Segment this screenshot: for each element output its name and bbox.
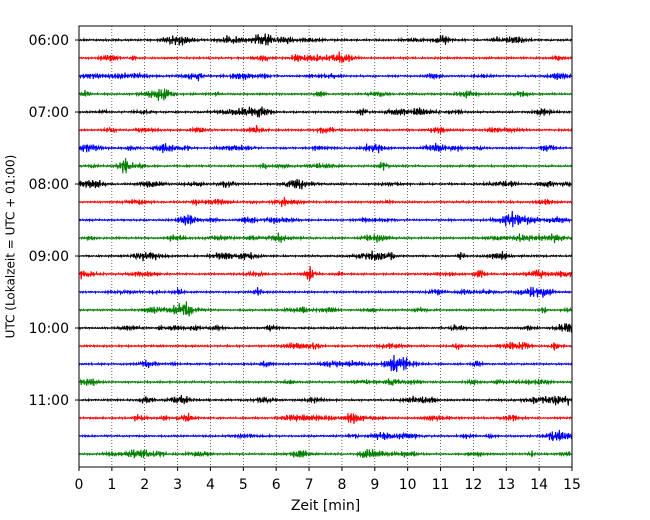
x-tick-label-12: 12 [464,477,482,493]
y-axis-label: UTC (Lokalzeit = UTC + 01:00) [4,155,18,339]
x-tick-label-14: 14 [530,477,548,493]
y-axis-ticks: 06:00 07:00 08:00 09:00 10:00 11:00 [29,33,79,409]
trace-0600 [78,33,573,46]
trace-1015 [78,341,573,351]
trace-0630 [78,71,573,82]
trace-0715 [78,124,573,134]
trace-1130 [78,429,573,442]
x-tick-label-11: 11 [432,477,450,493]
y-tick-label-1: 07:00 [29,105,69,121]
y-tick-label-0: 06:00 [29,33,69,49]
seismogram-traces [78,33,573,459]
plot-frame [78,25,573,468]
trace-0900 [78,250,573,262]
x-tick-label-4: 4 [206,477,215,493]
y-tick-label-3: 09:00 [29,249,69,265]
x-tick-label-6: 6 [272,477,281,493]
trace-0800 [78,178,573,190]
x-tick-label-15: 15 [563,477,581,493]
trace-1115 [78,412,573,425]
trace-0645 [78,88,573,101]
trace-0830 [78,210,573,228]
x-axis-label: Zeit [min] [291,498,360,514]
y-tick-label-5: 11:00 [29,393,69,409]
trace-0730 [78,142,573,154]
x-axis-ticks: 0 1 2 3 4 5 6 7 8 9 10 11 12 13 14 15 [75,467,581,493]
x-tick-label-1: 1 [107,477,116,493]
trace-1030 [78,354,573,373]
trace-0915 [78,266,573,281]
x-tick-label-7: 7 [305,477,314,493]
x-tick-label-0: 0 [75,477,84,493]
x-tick-label-10: 10 [399,477,417,493]
trace-1100 [78,395,573,406]
trace-1000 [78,322,573,333]
trace-0930 [78,286,573,298]
trace-0700 [78,106,573,118]
trace-0945 [78,301,573,317]
trace-0745 [78,158,573,174]
trace-1145 [78,448,573,459]
y-tick-label-2: 08:00 [29,177,69,193]
x-tick-label-3: 3 [173,477,182,493]
x-tick-label-9: 9 [370,477,379,493]
x-tick-label-5: 5 [239,477,248,493]
x-tick-label-2: 2 [140,477,149,493]
trace-0615 [78,51,573,64]
y-tick-label-4: 10:00 [29,321,69,337]
trace-0845 [78,232,573,244]
trace-0815 [78,196,573,208]
trace-1045 [78,378,573,387]
x-tick-label-13: 13 [497,477,515,493]
x-tick-label-8: 8 [337,477,346,493]
